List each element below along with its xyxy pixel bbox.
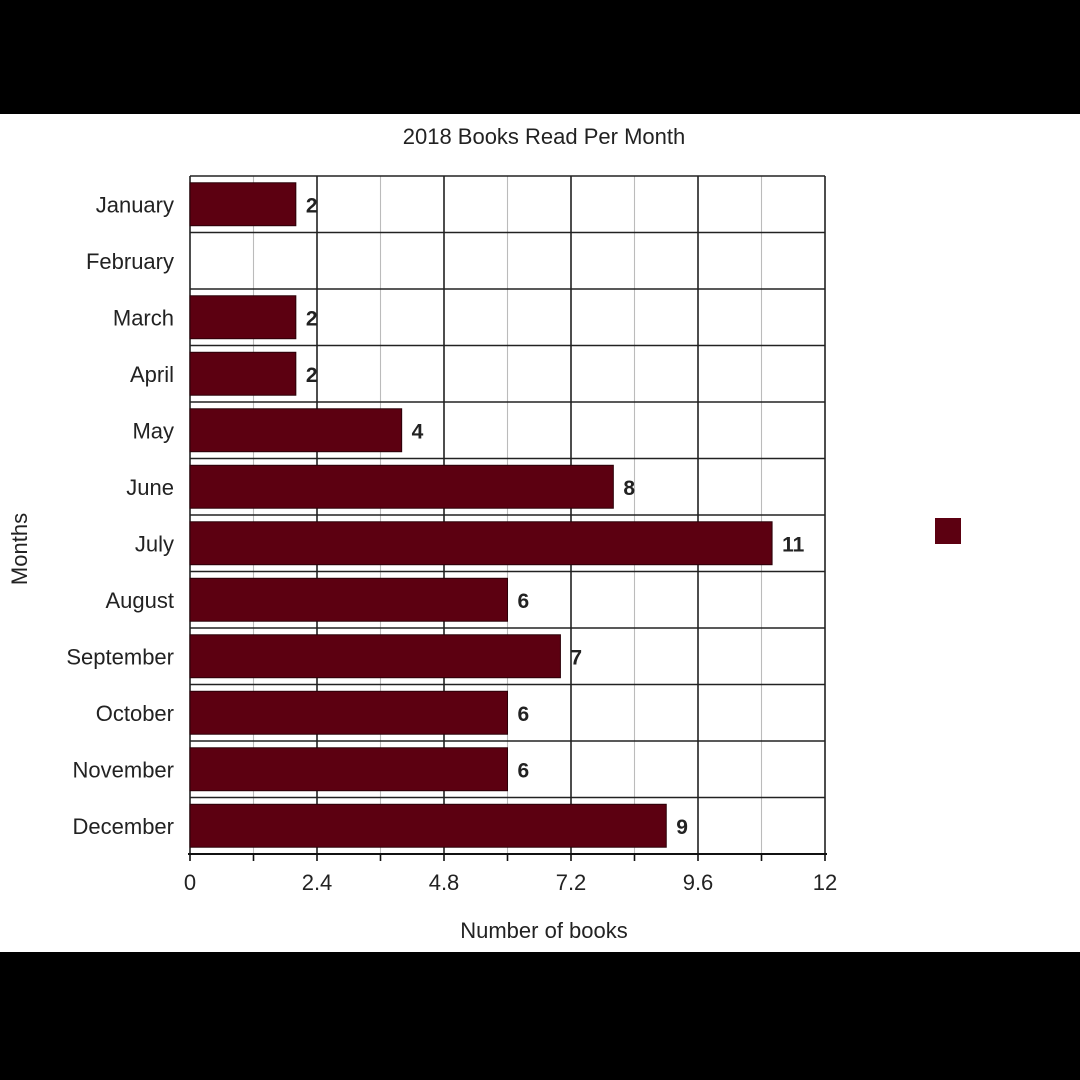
bar-july [189, 521, 773, 566]
category-labels: January February March April May June July Augu… [66, 192, 174, 839]
category-label: September [66, 644, 174, 669]
category-label: April [130, 362, 174, 387]
x-tick-label: 0 [184, 870, 196, 895]
bar-june [189, 464, 614, 509]
bar-august [189, 577, 508, 622]
data-label: 6 [518, 759, 530, 782]
category-label: November [73, 757, 174, 782]
x-tick-label: 9.6 [683, 870, 714, 895]
data-label: 6 [518, 590, 530, 613]
bar-december [189, 803, 667, 848]
bar-october [189, 690, 508, 735]
bars [189, 182, 773, 848]
category-label: March [113, 305, 174, 330]
x-tick-label: 12 [813, 870, 837, 895]
bar-march [189, 295, 297, 340]
data-labels: 2 2 2 4 8 11 6 7 6 6 9 [306, 194, 805, 839]
data-label: 11 [782, 533, 805, 556]
x-tick-label: 7.2 [556, 870, 587, 895]
chart-title: 2018 Books Read Per Month [403, 124, 686, 149]
category-label: January [96, 192, 174, 217]
x-tick-label: 4.8 [429, 870, 460, 895]
grid-lines [188, 175, 827, 861]
category-label: August [106, 588, 175, 613]
bar-may [189, 408, 403, 453]
data-label: 7 [570, 646, 582, 669]
category-label: December [73, 814, 174, 839]
data-label: 2 [306, 194, 318, 217]
data-label: 8 [623, 477, 635, 500]
category-label: June [126, 475, 174, 500]
category-label: October [96, 701, 174, 726]
legend-swatch [935, 518, 961, 544]
x-tick-label: 2.4 [302, 870, 333, 895]
chart-panel: 2018 Books Read Per Month Number of book… [0, 114, 1080, 952]
data-label: 6 [518, 703, 530, 726]
bar-chart: 2018 Books Read Per Month Number of book… [7, 124, 961, 943]
data-label: 2 [306, 307, 318, 330]
y-axis-label: Months [7, 513, 32, 585]
category-label: May [132, 418, 174, 443]
data-label: 2 [306, 364, 318, 387]
category-label: July [135, 531, 174, 556]
bar-september [189, 634, 561, 679]
bar-april [189, 351, 297, 396]
bar-january [189, 182, 297, 227]
category-label: February [86, 249, 174, 274]
data-label: 9 [676, 816, 688, 839]
data-label: 4 [412, 420, 424, 443]
bar-november [189, 747, 508, 792]
x-tick-labels: 0 2.4 4.8 7.2 9.6 12 [184, 870, 837, 895]
x-axis-label: Number of books [460, 918, 628, 943]
